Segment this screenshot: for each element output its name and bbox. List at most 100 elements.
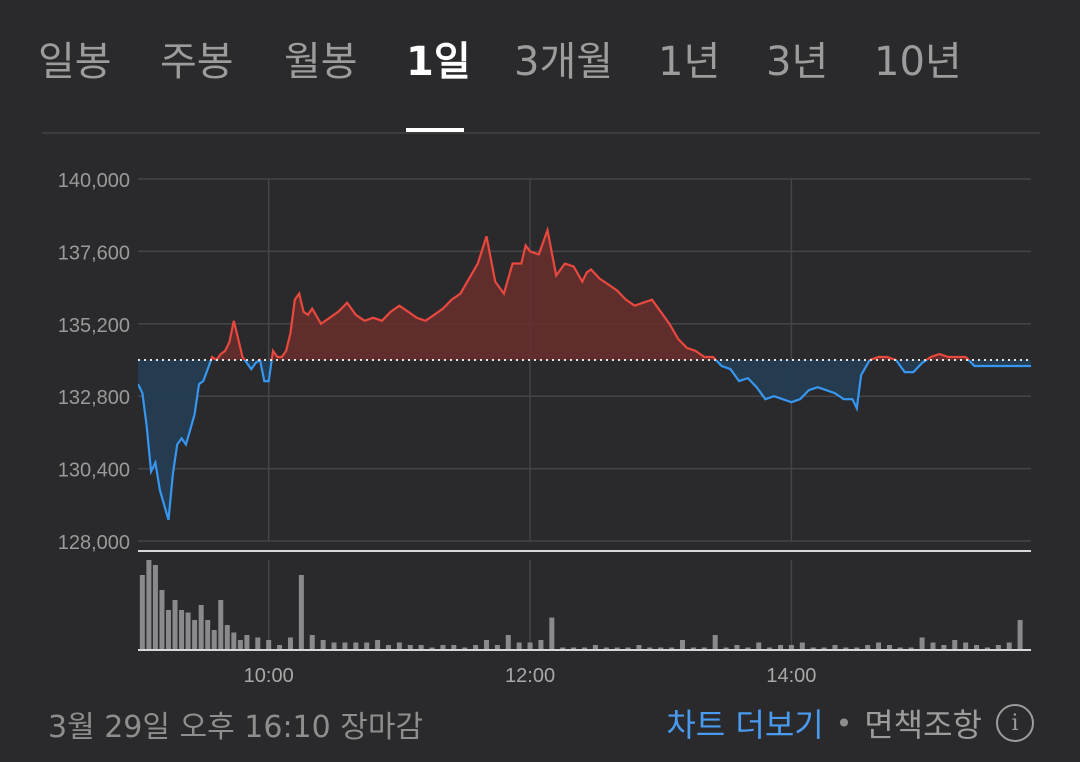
footer-links: 차트 더보기 • 면책조항 i [666,700,1034,746]
tab-3years[interactable]: 3년 [766,39,829,85]
volume-bar [473,645,479,650]
tab-10years[interactable]: 10년 [874,39,962,85]
volume-bar [767,647,773,650]
volume-bar [930,642,936,650]
disclaimer-link[interactable]: 면책조항 [864,706,982,744]
volume-bar [172,600,178,650]
volume-bar [908,647,914,650]
volume-bar [298,575,304,650]
volume-bar [614,647,620,650]
volume-bar [179,610,185,650]
x-tick-label: 12:00 [505,665,555,687]
volume-bar [146,560,152,650]
volume-bar [538,640,544,650]
volume-bar [843,647,849,650]
volume-bar [1006,642,1012,650]
volume-bar [152,565,158,650]
volume-bar [995,645,1001,650]
volume-bar [385,645,391,650]
volume-bar [483,640,489,650]
tab-1year[interactable]: 1년 [658,39,721,85]
volume-bar [266,640,272,650]
tab-1day[interactable]: 1일 [406,39,471,85]
y-tick-label: 140,000 [58,170,130,192]
volume-bar [734,645,740,650]
price-line-up [209,226,971,360]
volume-bar [832,645,838,650]
volume-bar [1017,620,1023,650]
volume-bar [712,635,718,650]
volume-bar [353,642,359,650]
tab-daily[interactable]: 일봉 [38,39,112,85]
y-tick-label: 135,200 [58,315,130,337]
tab-weekly[interactable]: 주봉 [160,39,234,85]
price-chart[interactable]: 140,000 137,600 135,200 132,800 130,400 128,0… [0,140,1080,690]
tab-monthly[interactable]: 월봉 [284,39,358,85]
price-area-down [138,360,1031,520]
volume-bar [165,610,171,650]
volume-bar [603,647,609,650]
volume-bar [865,645,871,650]
volume-bar [429,647,435,650]
y-tick-label: 137,600 [58,242,130,264]
volume-bar [582,647,587,650]
volume-bar [192,620,198,650]
volume-bar [244,635,250,650]
x-tick-label: 10:00 [244,665,294,687]
volume-bar [231,632,237,650]
volume-bar [669,647,675,650]
info-icon[interactable]: i [996,704,1034,742]
volume-bar [636,645,642,650]
volume-bar [407,645,413,650]
market-close-timestamp: 3월 29일 오후 16:10 장마감 [48,710,424,745]
volume-bar [560,647,566,650]
volume-bar [778,645,784,650]
volume-bar [571,647,577,650]
separator-dot: • [835,706,853,740]
volume-bar [494,645,500,650]
volume-bar [320,640,326,650]
volume-bar [342,642,348,650]
volume-bar [919,637,925,650]
volume-bar [516,642,522,650]
tab-3months[interactable]: 3개월 [514,39,614,85]
volume-bar [974,645,980,650]
volume-bar [375,640,381,650]
volume-bar [701,647,707,650]
volume-bar [224,625,230,650]
period-tabs: 일봉 주봉 월봉 1일 3개월 1년 3년 10년 [0,0,1080,134]
tabs-divider [42,132,1040,134]
volume-bar [462,647,468,650]
y-tick-label: 132,800 [58,387,130,409]
volume-bar [331,642,337,650]
volume-bar [897,647,903,650]
price-line-down [138,360,1031,521]
volume-bar [211,630,217,650]
volume-bar [287,637,293,650]
volume-bar [451,645,457,650]
y-tick-label: 130,400 [58,460,130,482]
volume-bar [205,620,211,650]
volume-bar [647,647,653,650]
volume-bar [592,645,598,650]
volume-bar [952,640,958,650]
volume-bar [255,637,261,650]
x-tick-label: 14:00 [766,665,816,687]
volume-bar [886,645,892,650]
volume-bar [723,647,729,650]
active-tab-indicator [406,128,464,132]
volume-bar [277,645,283,650]
volume-bar [941,645,947,650]
volume-bar [418,645,424,650]
volume-bar [690,647,696,650]
price-area-up [138,230,1031,360]
volume-bar [854,647,860,650]
volume-bar [810,647,816,650]
volume-bar [198,605,204,650]
volume-bar [658,647,664,650]
volume-bar [821,647,827,650]
volume-bar [364,642,370,650]
more-chart-link[interactable]: 차트 더보기 [666,706,824,744]
volume-bar [309,635,315,650]
volume-bar [218,600,224,650]
